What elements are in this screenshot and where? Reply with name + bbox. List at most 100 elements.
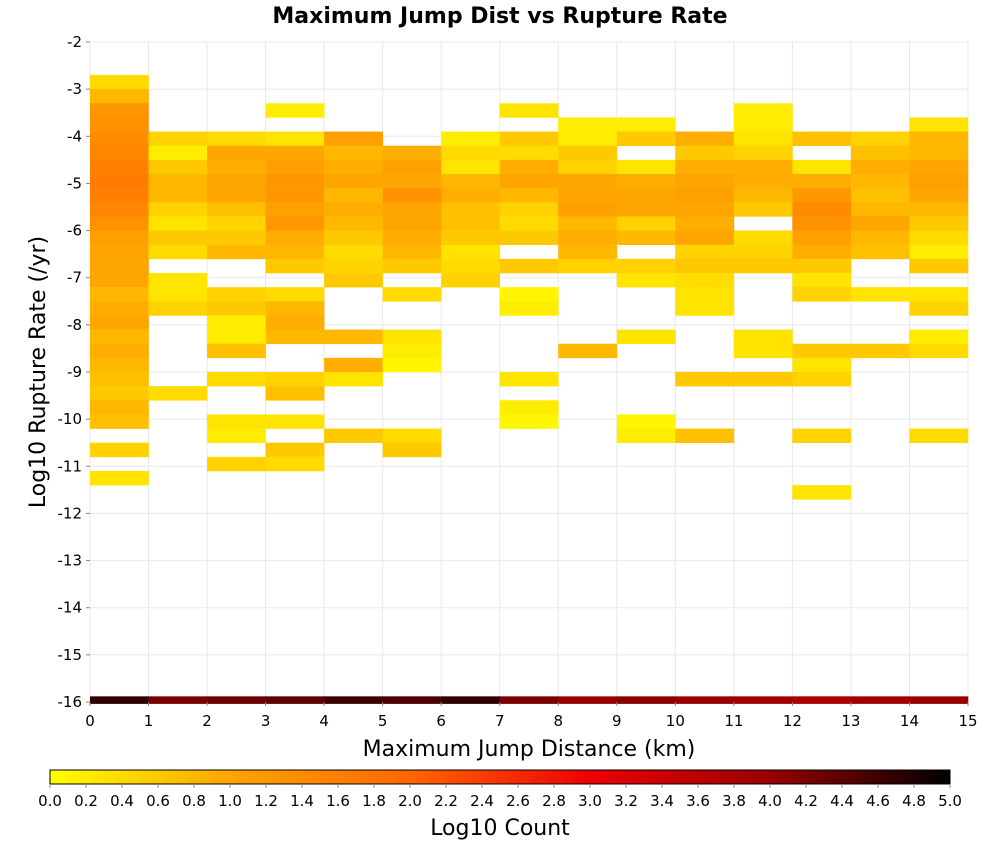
heatmap-cell <box>675 273 735 288</box>
heatmap-cell <box>441 159 501 175</box>
heatmap-cell <box>207 287 266 302</box>
heatmap-cell <box>733 230 793 246</box>
colorbar-tick-label: 1.6 <box>326 792 350 810</box>
heatmap-cell <box>733 202 793 217</box>
heatmap-cell <box>382 357 442 373</box>
heatmap-cell <box>558 258 618 274</box>
heatmap-cell <box>90 188 149 203</box>
colorbar-tick-label: 2.0 <box>398 792 422 810</box>
heatmap-cell <box>90 372 149 387</box>
x-axis-label: Maximum Jump Distance (km) <box>363 737 696 762</box>
colorbar-tick-label: 4.6 <box>866 792 890 810</box>
y-tick-label: -13 <box>58 552 83 570</box>
heatmap-cell <box>558 174 618 189</box>
heatmap-cell <box>792 230 852 246</box>
heatmap-cell <box>90 131 149 147</box>
heatmap-cell <box>909 202 969 217</box>
colorbar-tick-label: 3.4 <box>650 792 674 810</box>
heatmap-cell <box>382 188 442 203</box>
heatmap-cell <box>558 188 618 203</box>
heatmap-cell <box>441 131 501 147</box>
heatmap-cell <box>616 131 676 147</box>
heatmap-cell <box>90 258 149 274</box>
heatmap-cell <box>558 145 618 161</box>
heatmap-cell <box>207 428 266 444</box>
x-tick-label: 2 <box>202 712 212 730</box>
heatmap-cell <box>265 103 325 118</box>
heatmap-cell <box>733 343 793 359</box>
heatmap-cell <box>265 258 325 274</box>
heatmap-cell <box>90 386 149 401</box>
x-tick-label: 7 <box>495 712 505 730</box>
y-tick-label: -14 <box>58 599 83 617</box>
y-tick-label: -11 <box>58 457 83 475</box>
x-tick-label: 10 <box>666 712 685 730</box>
x-tick-label: 8 <box>553 712 563 730</box>
heatmap-cell <box>148 273 208 288</box>
heatmap-cell <box>850 131 910 147</box>
heatmap-cell <box>733 145 793 161</box>
heatmap-cell <box>207 216 266 231</box>
heatmap-cell <box>499 301 559 316</box>
heatmap-cell <box>90 287 149 302</box>
heatmap-cell <box>382 428 442 444</box>
heatmap-cell <box>558 343 618 359</box>
colorbar-tick-label: 3.8 <box>722 792 746 810</box>
colorbar-tick-label: 1.4 <box>290 792 314 810</box>
heatmap-cell <box>675 216 735 231</box>
heatmap-cell <box>90 202 149 217</box>
heatmap-cell <box>792 343 852 359</box>
heatmap-cell <box>207 145 266 161</box>
heatmap-cell <box>909 230 969 246</box>
heatmap-cell <box>850 230 910 246</box>
heatmap-cell <box>90 301 149 316</box>
heatmap-cell <box>441 230 501 246</box>
heatmap-cell <box>207 174 266 189</box>
heatmap-cell <box>616 117 676 132</box>
heatmap-cell <box>265 244 325 260</box>
heatmap-cells <box>90 75 969 500</box>
heatmap-cell <box>324 244 383 260</box>
colorbar-tick-label: 5.0 <box>938 792 962 810</box>
bottom-row-cell <box>850 696 910 704</box>
heatmap-cell <box>616 273 676 288</box>
colorbar-tick-label: 3.0 <box>578 792 602 810</box>
heatmap-cell <box>90 230 149 246</box>
heatmap-cell <box>265 287 325 302</box>
heatmap-cell <box>558 244 618 260</box>
heatmap-cell <box>265 131 325 147</box>
heatmap-cell <box>265 301 325 316</box>
x-tick-label: 1 <box>144 712 154 730</box>
heatmap-cell <box>792 159 852 175</box>
heatmap-cell <box>265 159 325 175</box>
heatmap-cell <box>324 202 383 217</box>
heatmap-cell <box>499 145 559 161</box>
heatmap-cell <box>675 287 735 302</box>
heatmap-cell <box>850 159 910 175</box>
bottom-row-cell <box>733 696 793 704</box>
heatmap-cell <box>382 216 442 231</box>
bottom-row-cell <box>909 696 969 704</box>
heatmap-cell <box>382 258 442 274</box>
x-tick-label: 9 <box>612 712 622 730</box>
y-tick-label: -5 <box>67 174 82 192</box>
heatmap-cell <box>207 131 266 147</box>
heatmap-cell <box>207 372 266 387</box>
colorbar-tick-label: 0.6 <box>146 792 170 810</box>
heatmap-cell <box>499 372 559 387</box>
heatmap-cell <box>207 244 266 260</box>
colorbar-tick-label: 1.8 <box>362 792 386 810</box>
heatmap-cell <box>382 174 442 189</box>
heatmap-cell <box>850 343 910 359</box>
heatmap-cell <box>558 117 618 132</box>
heatmap-cell <box>616 216 676 231</box>
heatmap-cell <box>441 258 501 274</box>
heatmap-cell <box>90 343 149 359</box>
heatmap-cell <box>207 456 266 472</box>
heatmap-cell <box>499 188 559 203</box>
colorbar-ticks: 0.0 0.2 0.4 0.6 0.8 1.0 1.2 1.4 1.6 1.8 2.0 2.2 2.4 2… <box>38 784 962 810</box>
x-tick-label: 4 <box>319 712 329 730</box>
y-axis-ticks: -2 -3 -4 -5 -6 -7 -8 -9 -10 -11 -12 -13 -14 -15 -16 <box>58 33 90 711</box>
heatmap-cell <box>792 372 852 387</box>
heatmap-cell <box>792 357 852 373</box>
